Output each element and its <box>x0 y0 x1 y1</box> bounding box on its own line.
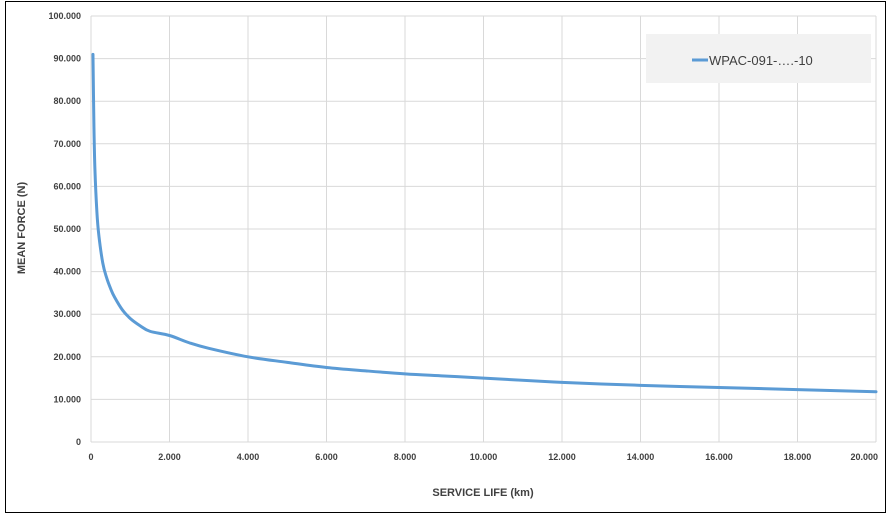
x-tick-label: 14.000 <box>627 452 655 462</box>
series-line <box>91 52 878 394</box>
y-axis-ticks: 0 10.000 20.000 30.000 40.000 50.000 60.000 70.… <box>48 11 81 447</box>
legend: WPAC-091-….-10 <box>646 34 871 83</box>
y-tick-label: 30.000 <box>53 309 81 319</box>
legend-box <box>646 34 871 83</box>
x-tick-label: 4.000 <box>237 452 260 462</box>
x-tick-label: 20.000 <box>850 452 878 462</box>
x-tick-label: 6.000 <box>315 452 338 462</box>
series-lines <box>91 52 878 394</box>
y-tick-label: 60.000 <box>53 181 81 191</box>
x-axis-ticks: 0 2.000 4.000 6.000 8.000 10.000 12.000 14.000 1… <box>88 452 878 462</box>
x-tick-label: 0 <box>88 452 93 462</box>
y-tick-label: 50.000 <box>53 224 81 234</box>
x-tick-label: 12.000 <box>548 452 576 462</box>
y-tick-label: 100.000 <box>48 11 81 21</box>
y-tick-label: 80.000 <box>53 96 81 106</box>
chart-frame <box>5 1 886 513</box>
y-tick-label: 20.000 <box>53 352 81 362</box>
x-tick-label: 10.000 <box>470 452 498 462</box>
x-tick-label: 8.000 <box>394 452 417 462</box>
y-tick-label: 10.000 <box>53 394 81 404</box>
y-axis-title: MEAN FORCE (N) <box>16 182 28 275</box>
gridlines <box>90 15 877 443</box>
x-tick-label: 2.000 <box>158 452 181 462</box>
x-tick-label: 18.000 <box>784 452 812 462</box>
y-tick-label: 90.000 <box>53 54 81 64</box>
x-tick-label: 16.000 <box>705 452 733 462</box>
y-tick-label: 0 <box>76 437 81 447</box>
x-axis-title: SERVICE LIFE (km) <box>432 487 534 499</box>
y-tick-label: 70.000 <box>53 139 81 149</box>
legend-entry: WPAC-091-….-10 <box>709 53 813 68</box>
y-tick-label: 40.000 <box>53 267 81 277</box>
